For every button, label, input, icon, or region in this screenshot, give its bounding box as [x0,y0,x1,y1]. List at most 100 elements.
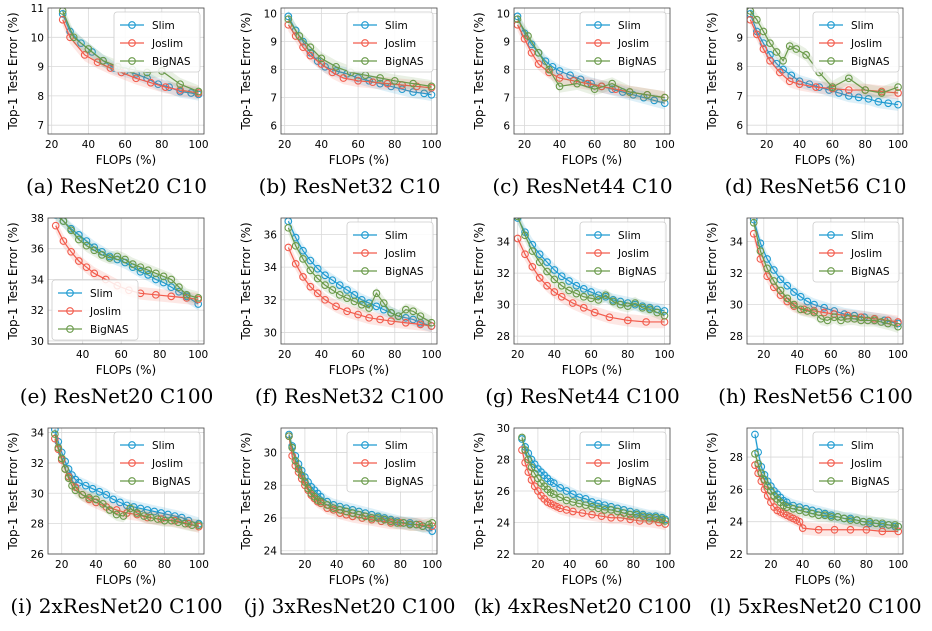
y-axis-label: Top-1 Test Error (%) [6,12,20,130]
data-point [306,282,315,291]
x-tick-label: 20 [45,139,58,151]
x-tick-label: 60 [351,349,364,361]
data-point [144,266,152,275]
x-tick-label: 60 [824,349,837,361]
data-point [71,486,80,495]
data-point [660,307,669,315]
data-point [335,281,344,289]
data-point [894,318,902,326]
chart-svg: 20 40 60 80 100 24 26 28 30 FLOPs (%) Top-1 Test E… [239,427,442,587]
subfigure-caption: (a) ResNet20 C10 [26,174,207,198]
data-point [299,246,307,255]
y-axis-label: Top-1 Test Error (%) [6,432,20,550]
data-point [74,235,83,244]
x-tick-label: 20 [55,559,68,571]
data-point [779,56,787,65]
data-point [152,269,160,278]
x-tick-label: 40 [82,139,95,151]
x-tick-label: 20 [298,559,311,571]
legend: Slim Joslim BigNAS [51,279,139,341]
y-tick-label: 22 [730,549,743,561]
data-point [590,308,599,317]
x-tick-label: 20 [757,349,770,361]
x-axis-label: FLOPs (%) [795,363,855,377]
data-point [557,292,566,301]
data-point [579,292,588,301]
data-point [365,299,373,307]
series-line [62,19,199,94]
data-point [59,218,68,225]
data-point [102,490,111,499]
data-point [877,89,886,97]
legend-entry: BigNAS [851,56,890,68]
legend-box [579,11,667,73]
y-tick-label: 7 [736,91,743,103]
legend-entry: Joslim [151,38,183,50]
data-point [58,10,67,18]
data-point [119,512,128,520]
data-point [82,241,91,250]
legend-entry: BigNAS [152,476,191,488]
data-point [524,32,532,40]
data-point [661,517,670,525]
axes-frame [746,217,904,345]
data-point [894,89,902,97]
y-axis-label: Top-1 Test Error (%) [472,432,486,550]
legend-box [579,431,667,493]
data-point [590,85,599,94]
y-axis-label: Top-1 Test Error (%) [705,222,719,340]
data-point [521,446,529,454]
legend-marker [827,441,835,449]
data-point [660,93,669,102]
data-point [194,294,203,302]
x-axis-label: FLOPs (%) [96,153,156,167]
data-point [772,48,781,56]
data-point [368,78,377,87]
legend-entry: Joslim [384,248,416,260]
data-point [317,60,326,68]
data-point [306,51,315,60]
data-point [660,311,669,320]
y-tick-label: 36 [31,244,45,256]
data-point [747,10,755,18]
y-tick-label: 10 [264,9,277,21]
legend-entry: Joslim [617,248,649,260]
legend-box [812,221,900,283]
legend-entry: BigNAS [385,266,424,278]
data-point [136,267,145,276]
data-point [854,93,863,102]
data-point [556,493,565,502]
data-point [69,33,78,42]
data-point [820,308,829,317]
data-point [534,60,543,68]
legend-marker [594,267,602,275]
data-point [884,99,893,108]
data-point [306,43,315,52]
legend-marker [827,477,835,485]
data-point [759,27,768,36]
x-axis-label: FLOPs (%) [329,573,389,587]
data-point [343,294,351,303]
subfigure-caption: (g) ResNet44 C100 [485,384,680,408]
axes-frame [513,217,671,345]
y-tick-label: 9 [736,32,743,44]
x-tick-label: 100 [421,349,441,361]
series-joslim [58,13,203,100]
confidence-band [750,8,899,111]
data-point [828,83,837,91]
data-point [313,264,322,273]
y-tick-label: 6 [270,121,277,133]
legend-entry: BigNAS [851,266,890,278]
x-tick-label: 100 [422,559,442,571]
data-point [514,218,522,222]
legend-box [346,431,434,493]
data-point [543,281,551,290]
data-point [285,432,293,441]
axes-frame [280,427,438,555]
data-point [284,223,293,232]
data-point [760,475,769,484]
x-axis-label: FLOPs (%) [96,363,156,377]
data-point [51,430,59,438]
data-point [802,51,810,59]
legend-marker [827,267,835,275]
